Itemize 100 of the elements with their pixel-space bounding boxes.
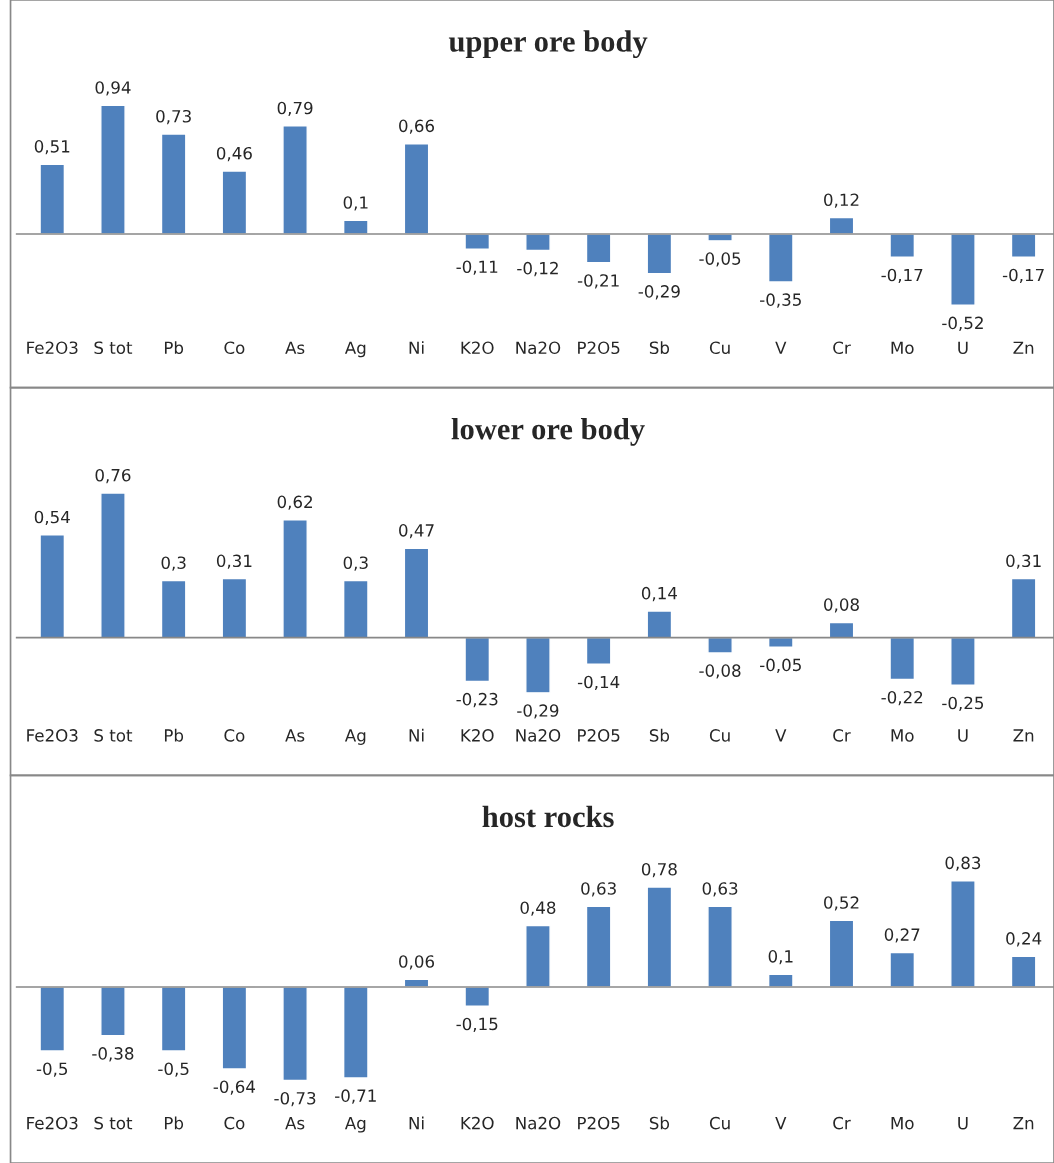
x-tick-label: Mo: [891, 729, 914, 742]
bar: [282, 125, 308, 235]
x-tick-label: V: [775, 341, 787, 354]
data-label: -0,52: [942, 316, 983, 331]
data-label: 0,46: [216, 146, 252, 162]
bar: [585, 233, 612, 264]
data-label: 0,52: [824, 896, 859, 911]
bar: [525, 924, 551, 988]
chart-title: upper ore body: [448, 30, 648, 59]
x-tick-label: Sb: [649, 341, 670, 355]
bar: [39, 986, 66, 1052]
x-tick-label: Pb: [164, 341, 184, 355]
data-label: -0,21: [577, 274, 619, 289]
data-label: 0,31: [1006, 554, 1041, 569]
data-label: 0,94: [95, 81, 131, 96]
x-tick-label: Ag: [344, 1116, 366, 1133]
x-tick-label: U: [958, 341, 968, 355]
bar: [160, 986, 187, 1052]
x-tick-label: P2O5: [578, 341, 620, 355]
data-label: -0,12: [517, 261, 558, 277]
bar: [464, 986, 491, 1007]
x-tick-label: As: [285, 341, 305, 355]
data-label: -0,29: [517, 704, 559, 719]
data-label: 0,3: [343, 556, 368, 571]
data-label: -0,38: [92, 1047, 134, 1062]
data-label: -0,64: [213, 1080, 255, 1095]
x-tick-label: S tot: [94, 341, 133, 355]
x-tick-label: Fe2O3: [27, 341, 78, 355]
bar: [585, 636, 612, 666]
bar: [889, 951, 916, 988]
x-tick-label: V: [775, 729, 787, 742]
data-label: 0,24: [1006, 932, 1042, 947]
data-label: 0,3: [161, 556, 186, 571]
x-tick-label: Fe2O3: [27, 1116, 78, 1130]
x-tick-label: Ni: [409, 1116, 424, 1130]
bar: [646, 886, 673, 988]
data-label: -0,15: [456, 1017, 498, 1032]
bar: [646, 233, 673, 275]
x-tick-label: Sb: [649, 1116, 670, 1130]
data-label: 0,63: [702, 882, 738, 897]
data-label: 0,79: [277, 101, 313, 117]
x-tick-label: P2O5: [578, 729, 620, 742]
bar: [828, 919, 855, 988]
data-label: 0,08: [824, 598, 859, 613]
bar: [221, 170, 248, 235]
data-label: 0,1: [343, 196, 368, 211]
bar: [767, 233, 794, 283]
x-tick-label: Sb: [649, 728, 670, 742]
bar: [100, 104, 126, 235]
x-tick-label: Cu: [709, 729, 730, 742]
data-label: 0,73: [156, 109, 191, 125]
data-label: 0,83: [945, 856, 981, 871]
data-label: 0,14: [641, 586, 677, 602]
data-label: -0,17: [881, 268, 923, 283]
bar: [342, 579, 369, 639]
data-label: 0,12: [824, 193, 859, 208]
bar: [525, 636, 551, 694]
x-tick-label: V: [775, 1116, 787, 1130]
data-label: 0,47: [399, 524, 434, 539]
data-label: -0,25: [942, 696, 984, 711]
chart-title: host rocks: [482, 805, 614, 828]
x-tick-label: Pb: [164, 728, 184, 742]
bar: [100, 986, 126, 1037]
data-label: -0,29: [638, 285, 680, 300]
x-tick-label: Cu: [709, 1116, 730, 1130]
data-label: -0,35: [760, 293, 801, 308]
x-tick-label: Zn: [1013, 729, 1034, 742]
chart-title: lower ore body: [451, 417, 645, 446]
x-tick-label: Na2O: [516, 341, 561, 355]
bar: [950, 880, 976, 988]
data-label: 0,31: [216, 554, 252, 569]
bar: [525, 233, 551, 252]
x-tick-label: Cr: [833, 341, 851, 355]
bar: [1010, 233, 1037, 258]
data-label: -0,73: [274, 1091, 316, 1107]
bar: [950, 233, 976, 306]
x-tick-label: P2O5: [578, 1116, 620, 1130]
bar: [100, 492, 126, 639]
bar: [464, 233, 491, 250]
bar: [221, 986, 248, 1070]
data-label: 0,63: [581, 882, 616, 897]
x-tick-label: K2O: [461, 729, 494, 742]
data-label: -0,23: [456, 692, 498, 708]
x-tick-label: S tot: [94, 729, 133, 742]
x-tick-label: S tot: [94, 1116, 133, 1130]
bar: [403, 143, 430, 235]
data-label: 0,78: [641, 862, 677, 878]
bar: [950, 636, 976, 686]
bar: [889, 233, 916, 258]
bar: [464, 636, 491, 683]
x-tick-label: Co: [224, 341, 245, 355]
x-tick-label: Ni: [409, 341, 424, 354]
data-label: 0,1: [768, 950, 793, 965]
bar: [707, 905, 733, 988]
x-tick-label: Zn: [1013, 341, 1034, 354]
bar: [282, 518, 308, 639]
x-tick-label: As: [285, 729, 305, 742]
x-tick-label: Cr: [833, 729, 851, 742]
bar: [342, 986, 369, 1079]
x-tick-label: K2O: [461, 1116, 494, 1130]
